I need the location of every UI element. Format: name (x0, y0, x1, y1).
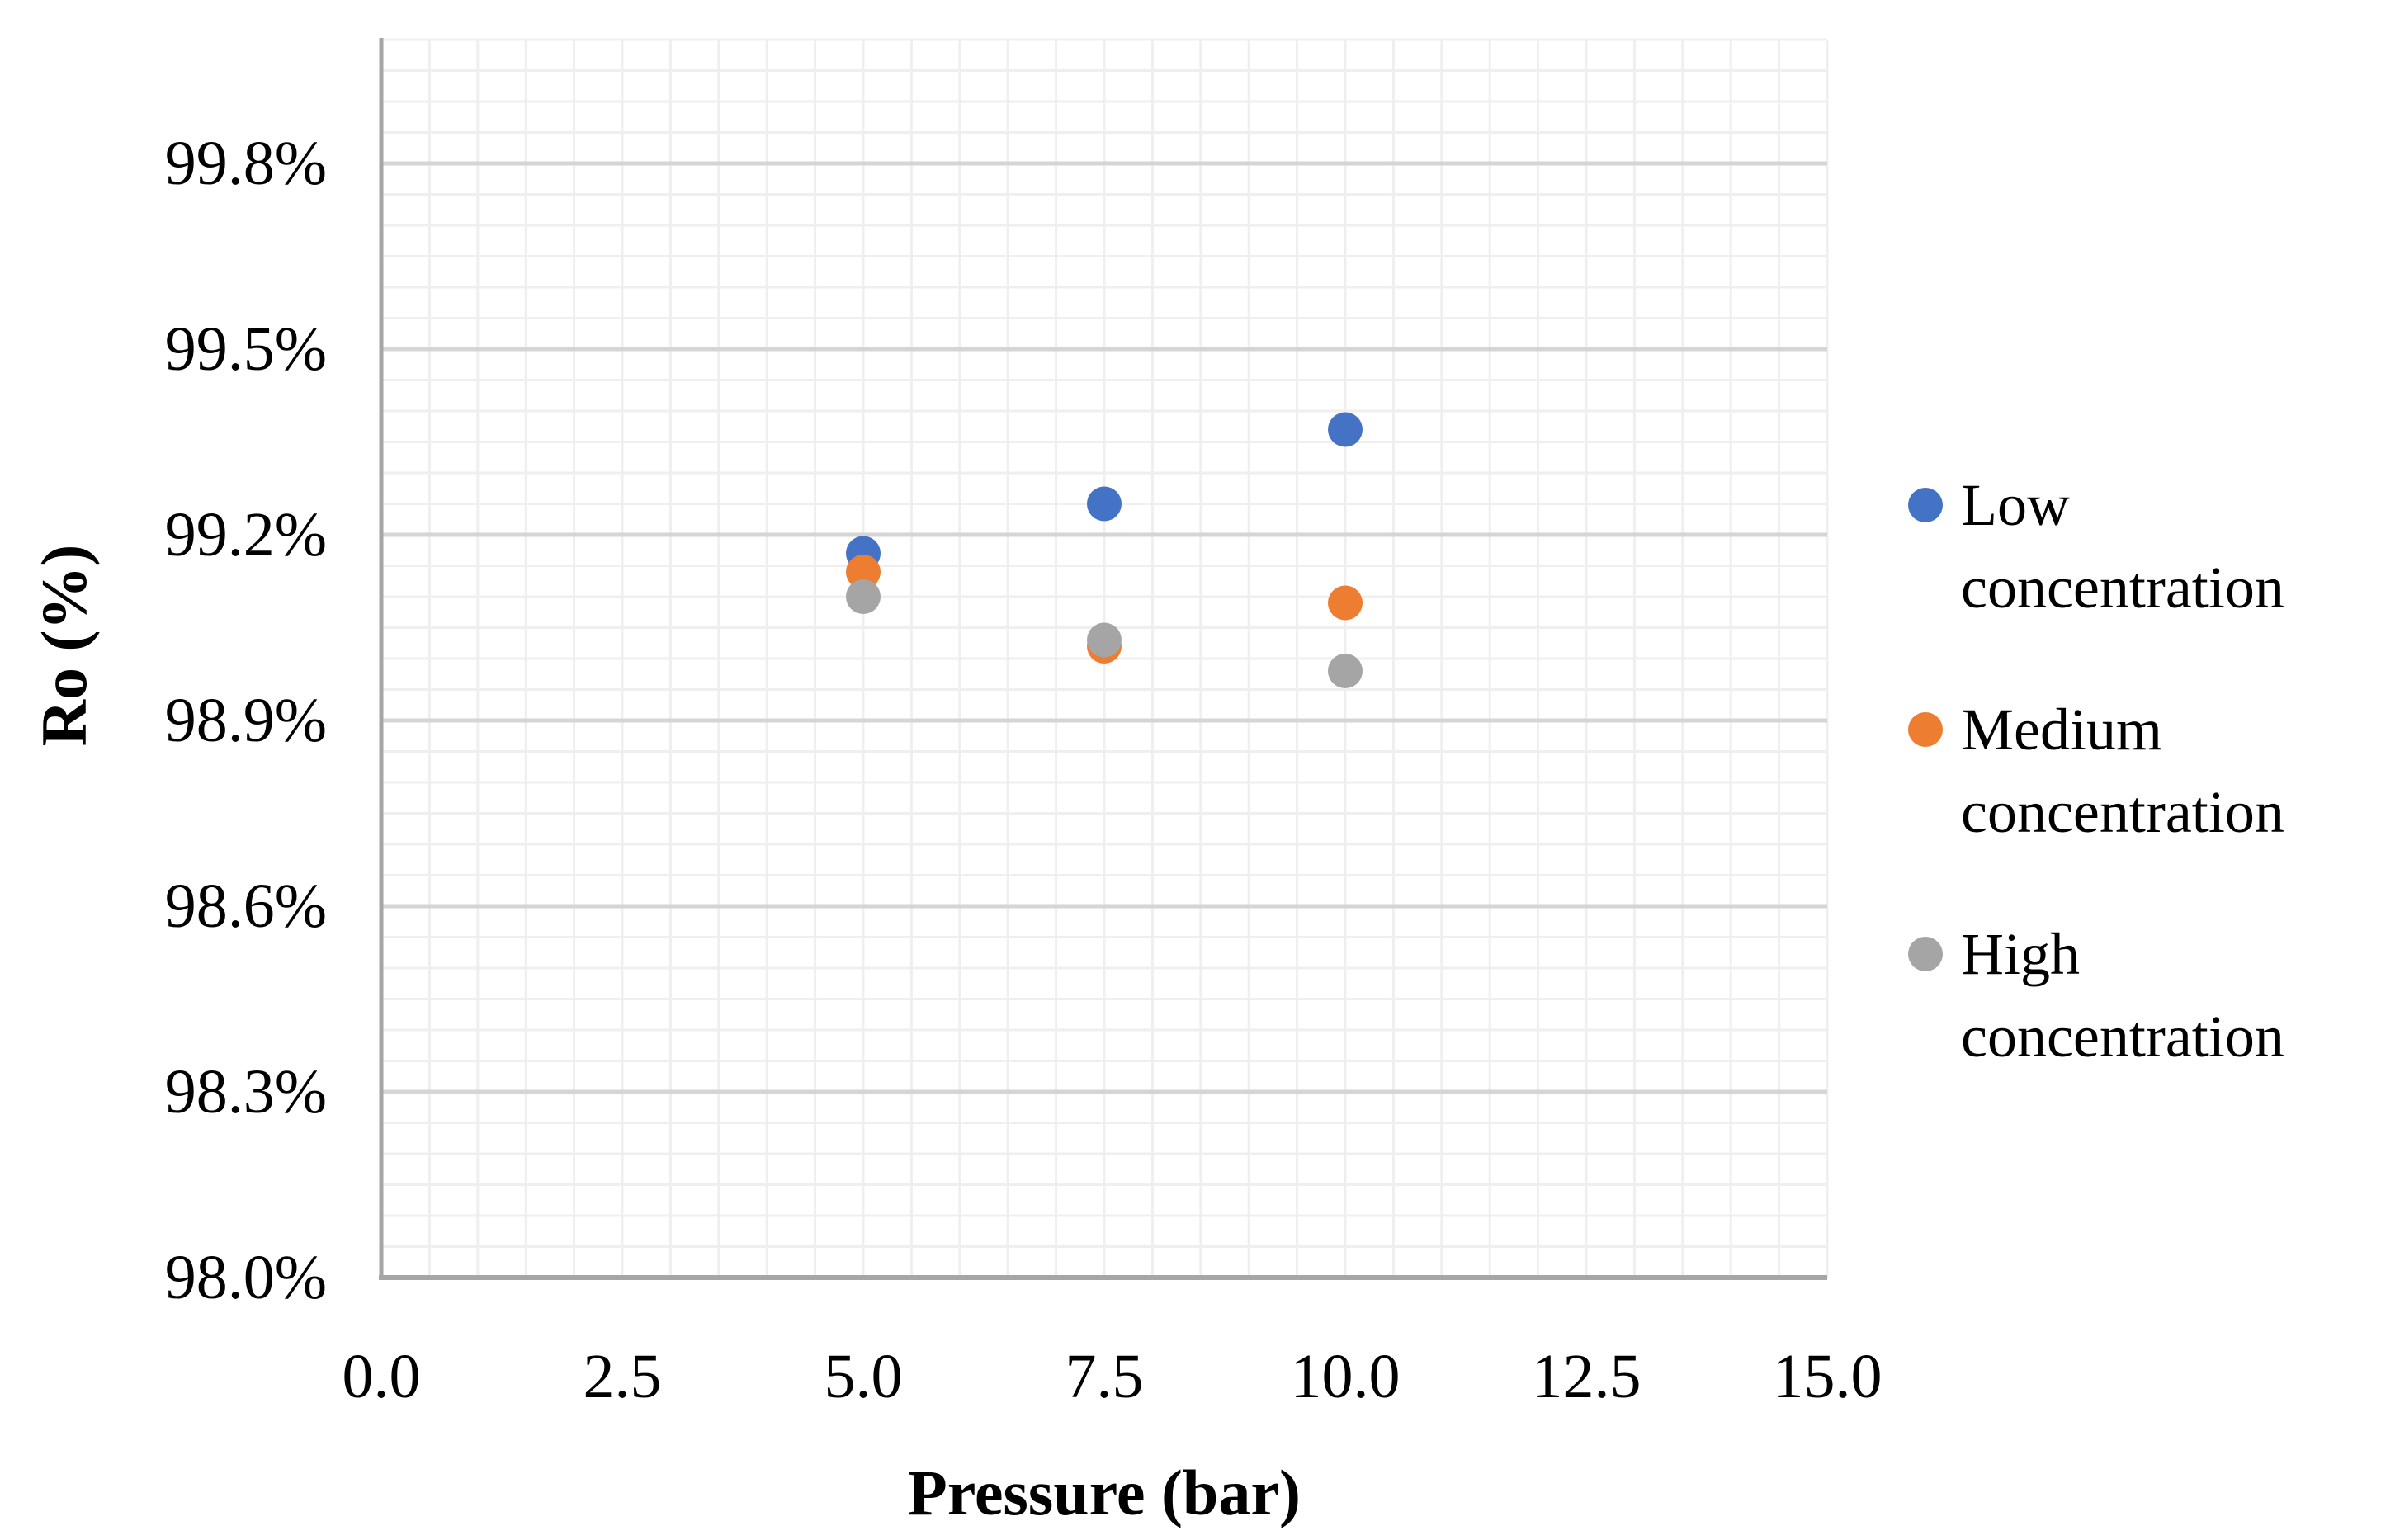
legend-marker-icon (1908, 937, 1943, 971)
data-point-series-1 (1328, 585, 1363, 621)
y-tick-label: 99.2% (164, 500, 327, 569)
legend-marker-icon (1908, 712, 1943, 747)
x-tick-label: 2.5 (583, 1342, 662, 1411)
y-tick-label: 98.3% (164, 1057, 327, 1127)
y-tick-label: 98.9% (164, 686, 327, 755)
x-tick-label: 12.5 (1531, 1342, 1642, 1411)
data-point-series-2 (1328, 654, 1363, 688)
legend-item-medium-concentration: Medium concentration (1908, 688, 2332, 853)
y-tick-label: 99.5% (164, 314, 327, 384)
legend-label: Low concentration (1961, 472, 2284, 621)
legend-marker-icon (1908, 488, 1943, 522)
y-tick-label: 98.0% (164, 1243, 327, 1312)
legend-item-low-concentration: Low concentration (1908, 464, 2332, 629)
data-point-series-2 (1087, 622, 1122, 658)
y-tick-label: 99.8% (164, 129, 327, 198)
legend-item-high-concentration: High concentration (1908, 913, 2332, 1078)
x-tick-label: 5.0 (824, 1342, 903, 1411)
data-point-series-0 (1087, 486, 1122, 522)
x-tick-label: 15.0 (1772, 1342, 1883, 1411)
legend-label: High concentration (1961, 921, 2284, 1070)
legend: Low concentration Medium concentration Hig… (1908, 464, 2332, 1137)
x-tick-label: 7.5 (1065, 1342, 1144, 1411)
legend-label: Medium concentration (1961, 697, 2284, 845)
x-axis-title: Pressure (bar) (908, 1457, 1301, 1528)
x-tick-label: 0.0 (342, 1342, 421, 1411)
data-point-series-1 (846, 555, 881, 589)
data-point-series-0 (1328, 412, 1363, 447)
y-tick-label: 98.6% (164, 872, 327, 941)
x-tick-label: 10.0 (1290, 1342, 1401, 1411)
data-point-series-2 (846, 579, 881, 614)
